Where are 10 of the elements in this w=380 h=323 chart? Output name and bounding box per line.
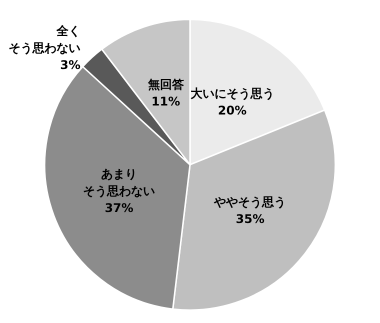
slice-label: 無回答 [146,78,185,92]
data-label: 37% [104,201,134,216]
data-label: 35% [236,212,265,226]
slice-label: 全くそう思わない [8,24,81,56]
data-label: 11% [151,94,180,109]
slice-label: 大いにそう思う [190,86,274,100]
data-label: 3% [60,58,81,72]
data-label: 20% [218,103,247,118]
slice-label: あまりそう思わない [83,167,156,198]
slice-label: ややそう思う [213,195,286,210]
